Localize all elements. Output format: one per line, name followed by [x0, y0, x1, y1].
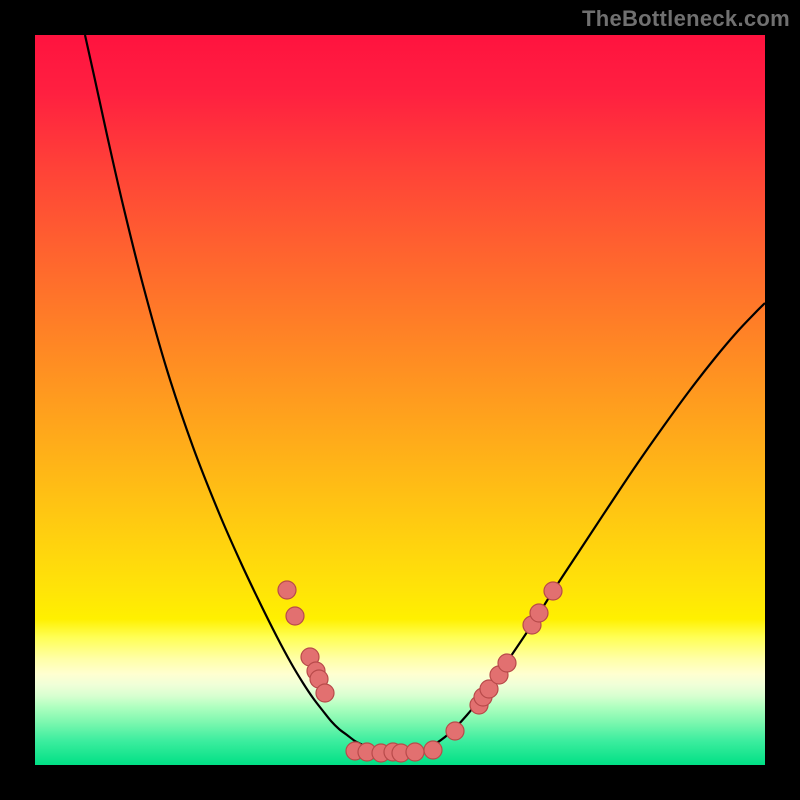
data-dot: [446, 722, 464, 740]
curve-right: [419, 303, 765, 750]
data-dot: [406, 743, 424, 761]
data-dot: [424, 741, 442, 759]
data-dot: [286, 607, 304, 625]
data-dot: [316, 684, 334, 702]
watermark-text: TheBottleneck.com: [582, 6, 790, 32]
curve-layer: [35, 35, 765, 765]
data-dot: [530, 604, 548, 622]
valley-data-dots: [278, 581, 562, 762]
data-dot: [544, 582, 562, 600]
plot-area: [35, 35, 765, 765]
data-dot: [498, 654, 516, 672]
curve-left: [85, 35, 378, 750]
data-dot: [278, 581, 296, 599]
